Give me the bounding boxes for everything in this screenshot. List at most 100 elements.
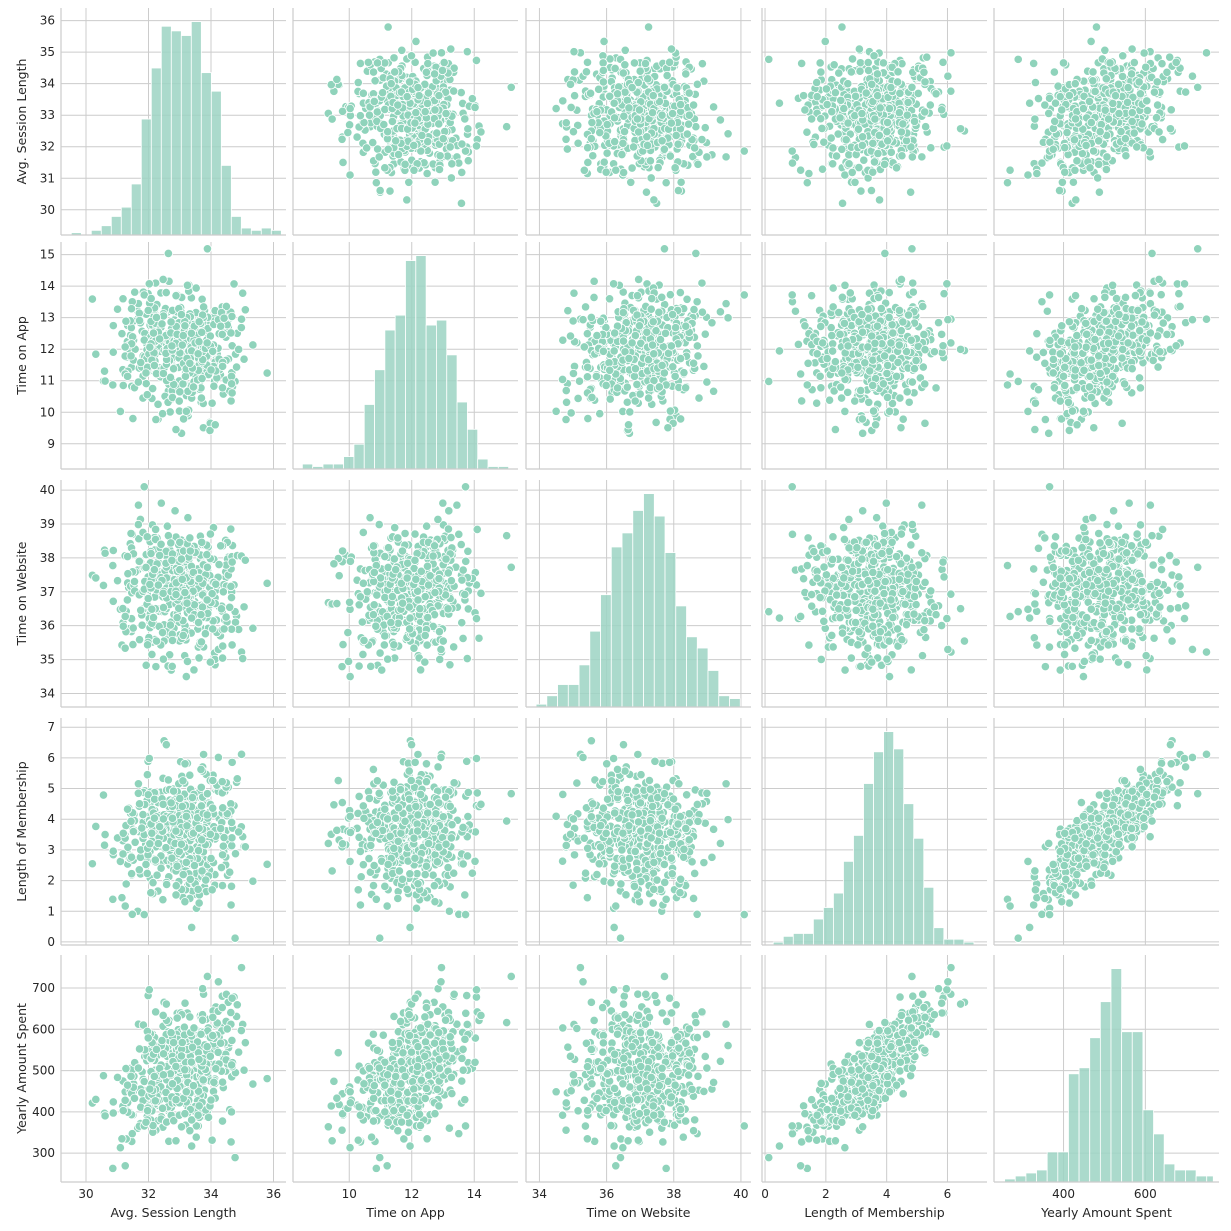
scatter-point: [108, 321, 118, 331]
scatter-point: [643, 22, 654, 32]
scatter-point: [1152, 77, 1162, 87]
scatter-point: [598, 346, 609, 356]
scatter-point: [411, 36, 421, 47]
scatter-point: [474, 633, 484, 643]
scatter-point: [167, 555, 177, 565]
scatter-point: [193, 617, 204, 628]
scatter-point: [875, 103, 885, 113]
scatter-point: [702, 377, 712, 387]
scatter-point: [436, 48, 447, 58]
scatter-point: [1132, 142, 1142, 152]
scatter-point: [659, 368, 669, 378]
scatter-point: [692, 297, 702, 307]
scatter-point: [210, 420, 220, 430]
scatter-point: [1093, 173, 1103, 183]
scatter-point: [457, 167, 467, 178]
scatter-point: [943, 71, 953, 81]
scatter-point: [619, 111, 629, 121]
scatter-point: [688, 100, 699, 110]
scatter-point: [676, 177, 686, 187]
scatter-point: [1013, 54, 1023, 64]
scatter-point: [1084, 382, 1095, 392]
scatter-point: [628, 142, 639, 152]
scatter-point: [1127, 44, 1137, 54]
scatter-point: [1070, 79, 1080, 89]
scatter-point: [1085, 371, 1095, 381]
scatter-point: [596, 316, 606, 326]
scatter-point: [888, 328, 898, 338]
scatter-point: [666, 341, 676, 351]
scatter-point: [226, 524, 236, 534]
scatter-point: [122, 595, 132, 605]
scatter-point: [618, 138, 628, 148]
scatter-point: [1127, 116, 1137, 127]
scatter-point: [211, 579, 221, 589]
scatter-point: [143, 305, 153, 316]
scatter-point: [133, 377, 143, 387]
histogram-bar: [170, 30, 182, 236]
scatter-point: [1077, 304, 1087, 314]
scatter-point: [1057, 177, 1067, 187]
scatter-point: [196, 637, 207, 647]
scatter-point: [649, 349, 659, 359]
scatter-point: [136, 605, 146, 615]
scatter-point: [202, 595, 212, 605]
scatter-point: [194, 317, 204, 327]
scatter-point: [907, 377, 917, 387]
scatter-point: [681, 321, 691, 331]
scatter-point: [166, 317, 176, 327]
scatter-point: [691, 248, 701, 259]
scatter-point: [918, 301, 928, 312]
scatter-point: [393, 149, 404, 160]
scatter-point: [91, 349, 101, 359]
scatter-point: [692, 79, 702, 89]
scatter-point: [684, 88, 694, 98]
scatter-point: [433, 514, 443, 525]
scatter-point: [1055, 349, 1065, 359]
scatter-point: [840, 280, 850, 290]
scatter-point: [673, 185, 684, 196]
scatter-point: [343, 127, 353, 138]
scatter-point: [1101, 74, 1111, 84]
scatter-point: [118, 603, 128, 614]
scatter-point: [1060, 143, 1070, 153]
scatter-point: [429, 69, 440, 79]
scatter-point: [185, 546, 195, 556]
scatter-point: [345, 103, 355, 114]
scatter-point: [828, 143, 838, 153]
scatter-point: [155, 334, 165, 344]
scatter-point: [837, 292, 847, 302]
scatter-point: [659, 144, 669, 154]
scatter-point: [375, 648, 385, 658]
y-tick-label: 33: [40, 108, 55, 122]
scatter-point: [193, 349, 203, 359]
scatter-point: [1070, 291, 1081, 301]
scatter-point: [227, 557, 237, 567]
scatter-point: [665, 290, 676, 300]
scatter-point: [709, 102, 719, 112]
scatter-point: [197, 294, 207, 304]
scatter-point: [157, 627, 168, 638]
scatter-point: [898, 414, 908, 424]
scatter-point: [393, 100, 403, 110]
scatter-point: [1072, 156, 1082, 166]
panel-0-1: [292, 8, 518, 236]
scatter-point: [447, 159, 457, 169]
scatter-point: [868, 167, 878, 177]
scatter-point: [421, 67, 432, 77]
scatter-point: [162, 521, 172, 531]
scatter-point: [922, 52, 932, 62]
scatter-point: [1113, 331, 1124, 341]
histogram-bar: [363, 404, 375, 470]
scatter-point: [208, 624, 218, 634]
scatter-point: [816, 67, 826, 77]
scatter-point: [1101, 316, 1111, 326]
scatter-point: [865, 366, 875, 376]
scatter-point: [227, 388, 237, 398]
scatter-point: [642, 132, 652, 142]
scatter-point: [1091, 22, 1102, 32]
scatter-point: [358, 527, 368, 538]
scatter-point: [1055, 92, 1065, 102]
scatter-point: [672, 83, 682, 93]
